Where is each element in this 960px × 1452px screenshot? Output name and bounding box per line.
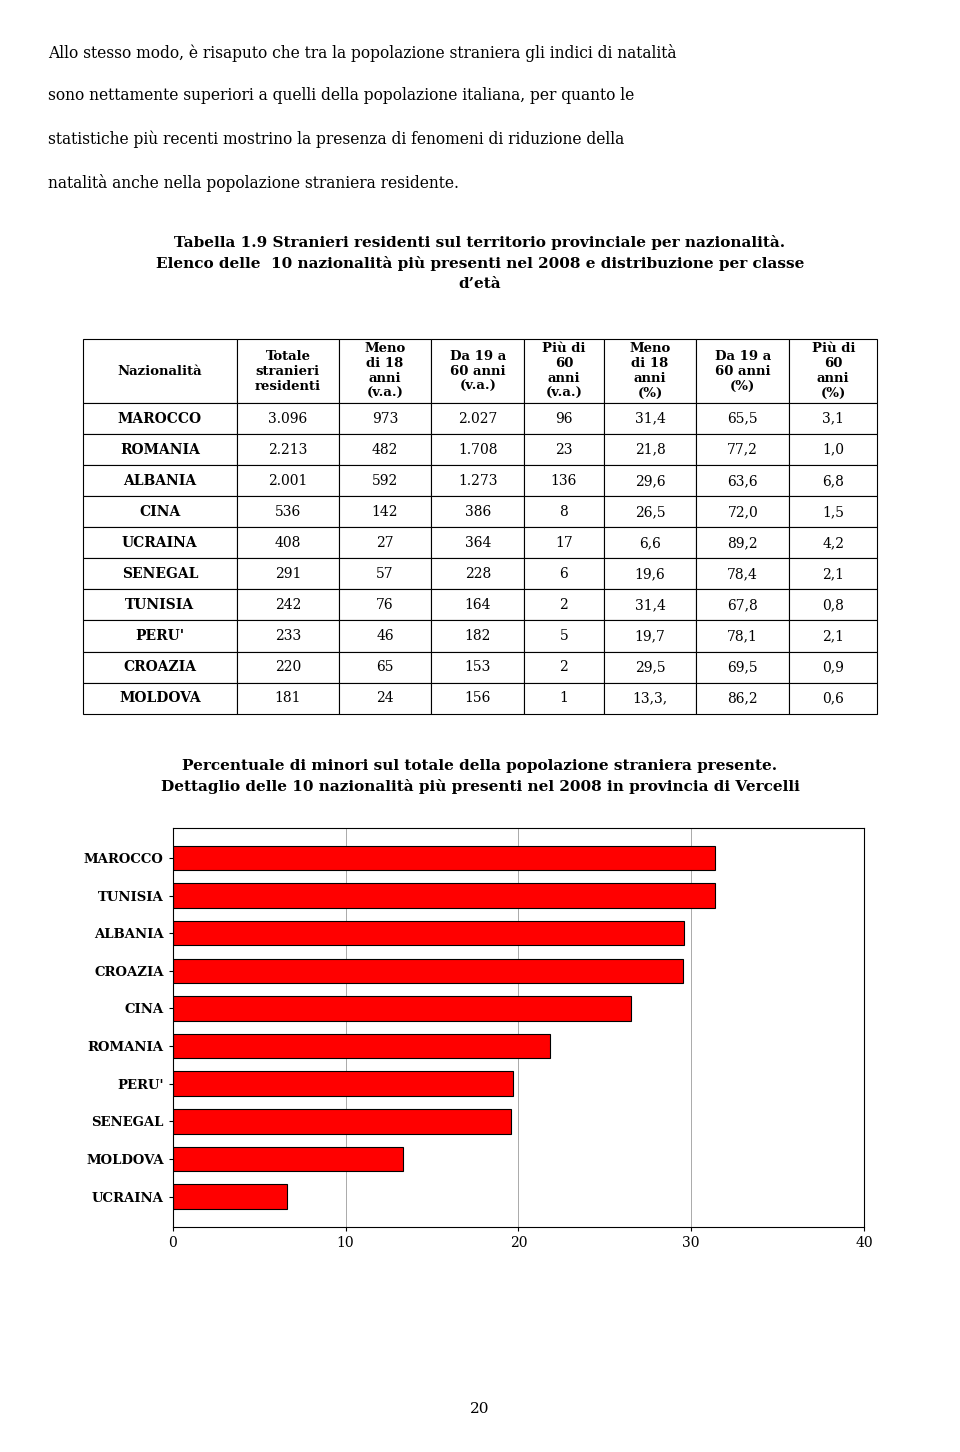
Bar — [173, 845, 715, 870]
Text: sono nettamente superiori a quelli della popolazione italiana, per quanto le: sono nettamente superiori a quelli della… — [48, 87, 635, 105]
Bar — [173, 1072, 514, 1096]
Text: 20: 20 — [470, 1401, 490, 1416]
Text: Percentuale di minori sul totale della popolazione straniera presente.
Dettaglio: Percentuale di minori sul totale della p… — [160, 759, 800, 794]
Bar — [173, 996, 631, 1021]
Text: Tabella 1.9 Stranieri residenti sul territorio provinciale per nazionalità.
Elen: Tabella 1.9 Stranieri residenti sul terr… — [156, 235, 804, 290]
Text: Allo stesso modo, è risaputo che tra la popolazione straniera gli indici di nata: Allo stesso modo, è risaputo che tra la … — [48, 44, 677, 61]
Bar — [173, 1147, 402, 1172]
Bar — [173, 1185, 287, 1208]
Bar — [173, 883, 715, 908]
Bar — [173, 1034, 549, 1059]
Text: statistiche più recenti mostrino la presenza di fenomeni di riduzione della: statistiche più recenti mostrino la pres… — [48, 131, 624, 148]
Text: natalità anche nella popolazione straniera residente.: natalità anche nella popolazione stranie… — [48, 174, 459, 192]
Bar — [173, 958, 683, 983]
Bar — [173, 921, 684, 945]
Bar — [173, 1109, 512, 1134]
